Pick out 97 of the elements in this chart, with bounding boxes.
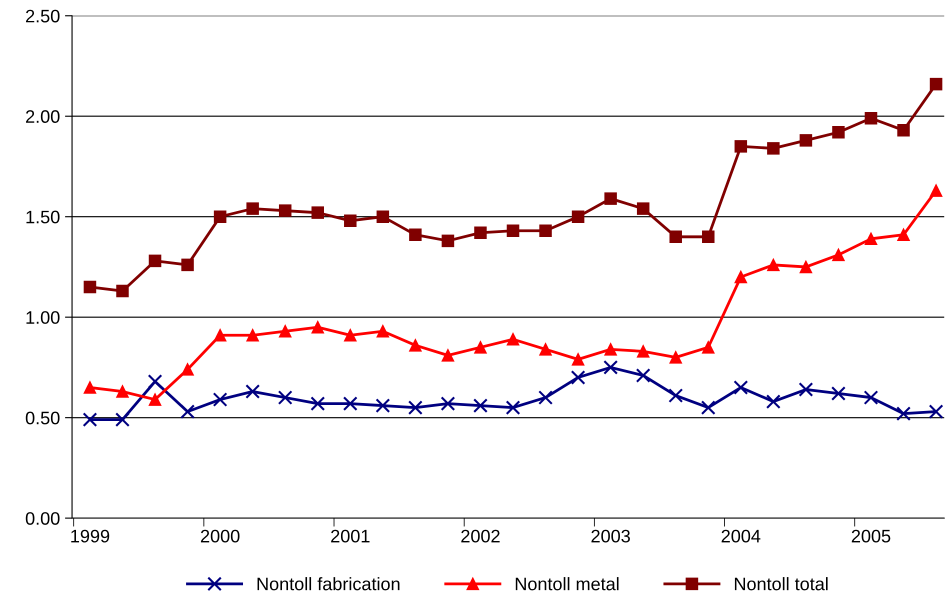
x-tick-label: 2000 — [200, 530, 240, 543]
point — [212, 392, 228, 407]
point — [148, 393, 162, 406]
point — [312, 206, 324, 219]
point — [246, 329, 259, 342]
point — [539, 224, 552, 238]
point — [442, 349, 454, 362]
point — [734, 380, 748, 395]
point — [604, 192, 617, 205]
y-tick-label: 1.00 — [26, 311, 60, 324]
point — [181, 363, 194, 376]
point — [767, 258, 780, 272]
point — [148, 254, 162, 268]
point — [864, 232, 878, 246]
point — [506, 224, 520, 238]
point — [539, 343, 552, 356]
point — [115, 412, 130, 427]
point — [702, 230, 715, 244]
point — [245, 384, 260, 399]
point — [668, 388, 684, 403]
point — [636, 368, 650, 383]
point — [800, 260, 812, 274]
point — [832, 126, 845, 139]
point — [474, 226, 487, 240]
x-tick-label: 1999 — [71, 530, 110, 543]
point — [831, 386, 846, 401]
point — [214, 329, 226, 342]
y-tick-label: 0.00 — [26, 512, 60, 525]
point — [376, 210, 390, 223]
point — [116, 284, 129, 298]
point — [214, 210, 226, 223]
point — [376, 324, 390, 338]
point — [572, 210, 584, 223]
point — [181, 258, 194, 272]
point — [84, 381, 96, 394]
point — [897, 124, 910, 137]
point — [702, 341, 715, 354]
point — [278, 204, 292, 217]
point — [767, 142, 780, 155]
point — [408, 400, 423, 415]
point — [603, 360, 618, 375]
point — [442, 234, 454, 248]
y-tick-label: 2.00 — [26, 110, 60, 123]
point — [604, 343, 617, 356]
point — [669, 351, 682, 364]
point — [278, 324, 292, 338]
y-tick-label: 2.50 — [26, 10, 60, 22]
point — [344, 214, 357, 227]
point — [409, 228, 422, 242]
point — [572, 353, 584, 366]
point — [734, 140, 748, 153]
x-tick-label: 2001 — [331, 530, 370, 543]
point — [897, 228, 910, 242]
y-tick-label: 0.50 — [26, 412, 60, 424]
point — [148, 374, 162, 389]
point — [766, 394, 781, 409]
x-tick-label: 2003 — [591, 530, 630, 543]
legend-label: Nontoll metal — [516, 577, 618, 590]
point — [409, 339, 422, 352]
point — [896, 406, 911, 421]
point — [376, 398, 390, 413]
x-tick-label: 2002 — [461, 530, 500, 543]
legend-label: Nontoll fabrication — [258, 577, 400, 590]
x-tick-label: 2004 — [722, 530, 760, 543]
point — [864, 390, 878, 405]
point — [864, 112, 878, 124]
point — [669, 230, 682, 244]
point — [930, 78, 942, 90]
point — [928, 404, 944, 419]
legend-label: Nontoll total — [734, 577, 828, 590]
point — [930, 184, 942, 197]
point — [440, 396, 456, 411]
point — [180, 404, 195, 419]
point — [344, 329, 357, 342]
y-tick-label: 1.50 — [26, 210, 60, 224]
point — [832, 248, 845, 262]
point — [800, 134, 812, 147]
point — [310, 396, 326, 411]
point — [312, 320, 324, 334]
point — [636, 202, 650, 215]
point — [506, 333, 520, 346]
point — [474, 341, 487, 354]
point — [798, 382, 814, 397]
point — [538, 390, 553, 405]
point — [734, 270, 748, 284]
point — [116, 385, 129, 398]
point — [278, 390, 292, 405]
point — [82, 412, 98, 427]
point — [636, 345, 650, 358]
point — [506, 400, 520, 415]
point — [246, 202, 259, 215]
x-tick-label: 2005 — [852, 530, 890, 543]
point — [473, 398, 488, 413]
point — [570, 370, 586, 385]
point — [343, 396, 358, 411]
point — [700, 400, 716, 415]
point — [84, 280, 96, 294]
